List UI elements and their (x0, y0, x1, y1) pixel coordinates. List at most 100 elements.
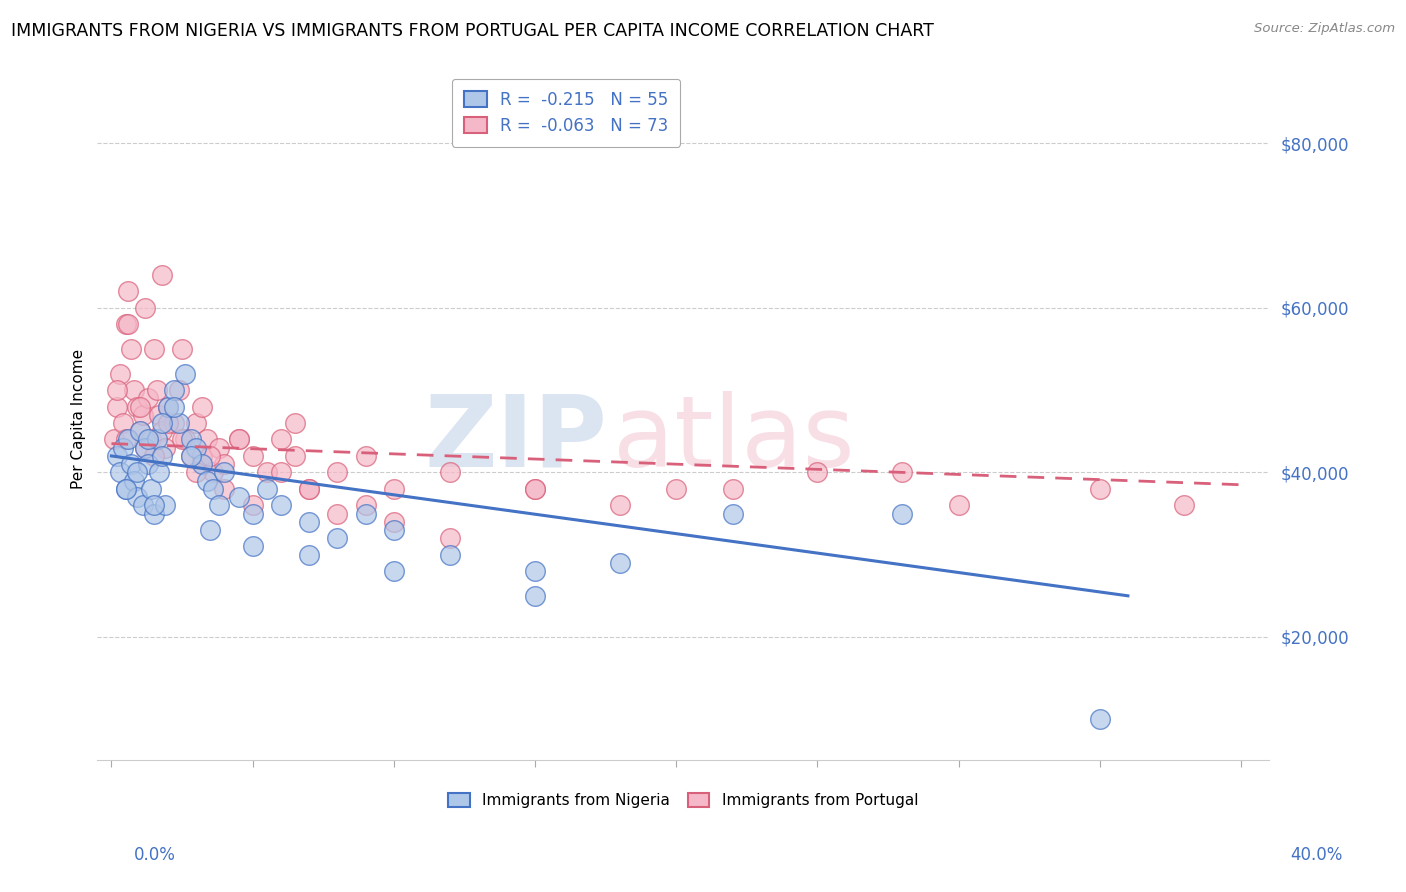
Point (806, 466, 828, 480)
Point (145, 433, 167, 447)
Point (228, 433, 250, 447)
Point (197, 433, 219, 447)
Point (256, 482, 278, 496)
Point (326, 531, 349, 545)
Point (162, 416, 184, 430)
Point (153, 441, 176, 455)
Point (156, 400, 179, 414)
Point (125, 466, 148, 480)
Point (354, 507, 377, 521)
Point (136, 457, 159, 471)
Point (167, 383, 190, 397)
Text: atlas: atlas (613, 391, 855, 488)
Text: 40.0%: 40.0% (1291, 846, 1343, 863)
Point (382, 564, 405, 578)
Point (122, 383, 145, 397)
Point (156, 416, 179, 430)
Y-axis label: Per Capita Income: Per Capita Income (72, 349, 86, 489)
Point (382, 515, 405, 529)
Point (270, 433, 292, 447)
Point (298, 482, 321, 496)
Point (180, 449, 202, 463)
Point (114, 482, 136, 496)
Point (284, 449, 307, 463)
Point (228, 490, 250, 504)
Point (242, 449, 264, 463)
Point (326, 466, 349, 480)
Point (891, 466, 914, 480)
Point (270, 498, 292, 512)
Point (150, 424, 173, 438)
Point (214, 482, 236, 496)
Point (524, 589, 547, 603)
Point (284, 416, 307, 430)
Point (117, 433, 139, 447)
Point (162, 383, 184, 397)
Point (122, 474, 145, 488)
Point (139, 433, 162, 447)
Point (136, 433, 159, 447)
Text: ZIP: ZIP (425, 391, 607, 488)
Point (120, 457, 142, 471)
Point (200, 449, 222, 463)
Point (1173, 498, 1195, 512)
Point (142, 498, 165, 512)
Point (242, 507, 264, 521)
Point (197, 474, 219, 488)
Point (186, 416, 208, 430)
Point (191, 400, 214, 414)
Point (111, 441, 134, 455)
Point (180, 433, 202, 447)
Point (134, 301, 156, 315)
Point (167, 416, 190, 430)
Legend: Immigrants from Nigeria, Immigrants from Portugal: Immigrants from Nigeria, Immigrants from… (441, 787, 924, 814)
Point (214, 457, 236, 471)
Point (108, 466, 131, 480)
Point (191, 457, 214, 471)
Point (128, 424, 150, 438)
Point (136, 392, 159, 406)
Point (170, 433, 193, 447)
Point (120, 342, 142, 356)
Point (153, 498, 176, 512)
Point (242, 540, 264, 554)
Point (665, 482, 688, 496)
Point (108, 367, 131, 381)
Point (721, 482, 744, 496)
Point (326, 507, 349, 521)
Point (148, 408, 170, 422)
Point (173, 367, 195, 381)
Point (148, 466, 170, 480)
Point (114, 433, 136, 447)
Point (354, 449, 377, 463)
Point (948, 498, 970, 512)
Point (439, 466, 461, 480)
Point (125, 490, 148, 504)
Point (382, 523, 405, 537)
Point (186, 441, 208, 455)
Point (162, 400, 184, 414)
Point (609, 556, 631, 570)
Point (111, 416, 134, 430)
Point (200, 523, 222, 537)
Point (139, 482, 162, 496)
Point (114, 318, 136, 332)
Point (125, 400, 148, 414)
Text: IMMIGRANTS FROM NIGERIA VS IMMIGRANTS FROM PORTUGAL PER CAPITA INCOME CORRELATIO: IMMIGRANTS FROM NIGERIA VS IMMIGRANTS FR… (11, 22, 934, 40)
Point (150, 268, 173, 282)
Point (228, 433, 250, 447)
Point (524, 482, 547, 496)
Point (170, 342, 193, 356)
Point (214, 466, 236, 480)
Point (117, 285, 139, 299)
Point (142, 449, 165, 463)
Point (103, 433, 125, 447)
Point (270, 466, 292, 480)
Point (105, 449, 128, 463)
Point (142, 342, 165, 356)
Point (134, 441, 156, 455)
Point (1088, 712, 1111, 726)
Point (298, 515, 321, 529)
Point (114, 482, 136, 496)
Point (128, 424, 150, 438)
